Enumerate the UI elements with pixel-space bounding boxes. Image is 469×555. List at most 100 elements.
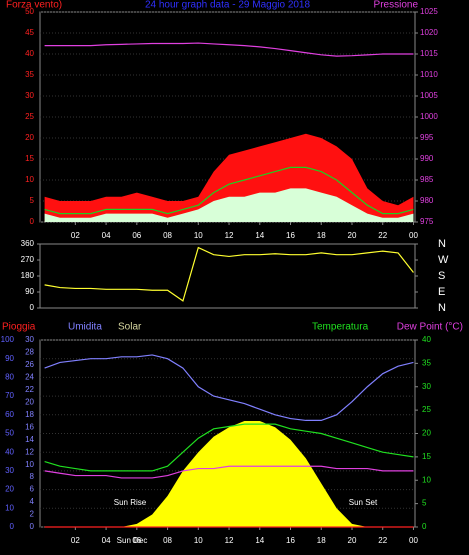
y2-tick-label: E (438, 286, 445, 298)
x-tick-label: 04 (102, 536, 111, 545)
y-tick-label: 45 (25, 28, 34, 37)
chart-title: 24 hour graph data - 29 Maggio 2018 (145, 0, 311, 11)
y3-tick-label: 30 (25, 335, 34, 344)
series-line (44, 465, 414, 479)
x-tick-label: 14 (255, 231, 264, 240)
annotation: Sun Dec (117, 536, 148, 545)
y2-tick-label: N (438, 302, 446, 314)
x-tick-label: 18 (317, 231, 326, 240)
y-tick-label: 50 (5, 429, 14, 438)
x-tick-label: 16 (286, 536, 295, 545)
x-tick-label: 18 (317, 536, 326, 545)
axis-label: Pioggia (2, 322, 36, 333)
y-tick-label: 50 (25, 7, 34, 16)
y2-tick-label: 985 (420, 175, 434, 184)
x-tick-label: 08 (163, 536, 172, 545)
y-tick-label: 100 (1, 335, 15, 344)
y2-tick-label: 975 (420, 217, 434, 226)
y-tick-label: 35 (25, 70, 34, 79)
y3-tick-label: 20 (25, 397, 34, 406)
y3-tick-label: 16 (25, 422, 34, 431)
x-tick-label: 00 (409, 536, 418, 545)
y-tick-label: 0 (30, 217, 35, 226)
series-line (44, 166, 414, 215)
x-tick-label: 22 (378, 536, 387, 545)
y2-tick-label: 40 (422, 335, 431, 344)
y3-tick-label: 6 (30, 485, 35, 494)
y-tick-label: 15 (25, 154, 34, 163)
y3-tick-label: 8 (30, 472, 35, 481)
x-tick-label: 02 (71, 231, 80, 240)
y-tick-label: 270 (21, 255, 35, 264)
x-tick-label: 04 (102, 231, 111, 240)
y2-tick-label: W (438, 254, 449, 266)
series-line (44, 42, 414, 57)
y-tick-label: 60 (5, 410, 14, 419)
series-line (44, 423, 414, 472)
y2-tick-label: 1025 (420, 7, 438, 16)
y-tick-label: 90 (25, 287, 34, 296)
y-tick-label: 70 (5, 391, 14, 400)
y2-tick-label: S (438, 270, 445, 282)
y3-tick-label: 12 (25, 447, 34, 456)
axis-label: Forza vento) (6, 0, 62, 11)
x-tick-label: 12 (225, 231, 234, 240)
y3-tick-label: 24 (25, 373, 34, 382)
y2-tick-label: 10 (422, 475, 431, 484)
x-tick-label: 00 (409, 231, 418, 240)
x-tick-label: 16 (286, 231, 295, 240)
y-tick-label: 25 (25, 112, 34, 121)
x-tick-label: 20 (348, 536, 357, 545)
x-tick-label: 06 (132, 536, 141, 545)
axis-label: Umidita (68, 322, 102, 333)
y-tick-label: 0 (30, 303, 35, 312)
y2-tick-label: 0 (422, 522, 427, 531)
axis-label: Temperatura (312, 322, 369, 333)
y-tick-label: 0 (10, 522, 15, 531)
annotation: Sun Rise (114, 498, 147, 507)
x-tick-label: 06 (132, 231, 141, 240)
x-tick-label: 14 (255, 536, 264, 545)
y2-tick-label: 25 (422, 405, 431, 414)
x-tick-label: 10 (194, 231, 203, 240)
y-tick-label: 180 (21, 271, 35, 280)
y-tick-label: 90 (5, 354, 14, 363)
y-tick-label: 10 (5, 503, 14, 512)
y2-tick-label: 1000 (420, 112, 438, 121)
y2-tick-label: 5 (422, 499, 427, 508)
x-tick-label: 10 (194, 536, 203, 545)
axis-label: Solar (118, 322, 142, 333)
y3-tick-label: 2 (30, 510, 35, 519)
series-area (44, 188, 414, 222)
x-tick-label: 12 (225, 536, 234, 545)
y2-tick-label: 30 (422, 382, 431, 391)
y3-tick-label: 18 (25, 410, 34, 419)
y2-tick-label: 1005 (420, 91, 438, 100)
series-line (44, 354, 414, 422)
y-tick-label: 80 (5, 373, 14, 382)
axis-label: Pressione (374, 0, 419, 11)
y-tick-label: 30 (25, 91, 34, 100)
y3-tick-label: 26 (25, 360, 34, 369)
y2-tick-label: 1020 (420, 28, 438, 37)
y3-tick-label: 0 (30, 522, 35, 531)
y3-tick-label: 22 (25, 385, 34, 394)
axis-label: Dew Point (°C) (397, 322, 463, 333)
y2-tick-label: N (438, 238, 446, 250)
y2-tick-label: 990 (420, 154, 434, 163)
y-tick-label: 40 (25, 49, 34, 58)
y-tick-label: 20 (25, 133, 34, 142)
y-tick-label: 30 (5, 466, 14, 475)
x-tick-label: 08 (163, 231, 172, 240)
y3-tick-label: 14 (25, 435, 34, 444)
y3-tick-label: 10 (25, 460, 34, 469)
y3-tick-label: 28 (25, 348, 34, 357)
y-tick-label: 10 (25, 175, 34, 184)
series-area (44, 421, 414, 527)
annotation: Sun Set (349, 498, 378, 507)
y2-tick-label: 20 (422, 429, 431, 438)
x-tick-label: 02 (71, 536, 80, 545)
x-tick-label: 22 (378, 231, 387, 240)
y-tick-label: 20 (5, 485, 14, 494)
